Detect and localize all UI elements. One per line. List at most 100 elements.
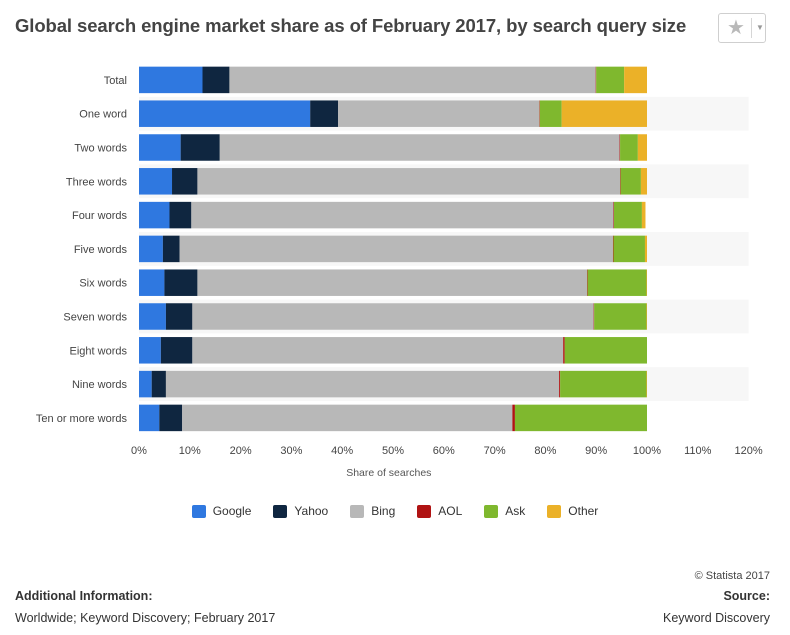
page-title: Global search engine market share as of … (15, 15, 687, 36)
category-label: Nine words (72, 379, 128, 391)
legend-label: Bing (371, 504, 396, 518)
bar-segment-google (139, 201, 170, 229)
bar-segment-yahoo (165, 303, 193, 330)
bar-segment-aol (620, 168, 621, 195)
bar-segment-bing (182, 404, 513, 432)
bar-segment-bing (165, 370, 560, 398)
x-tick-label: 120% (735, 445, 763, 457)
bar-segment-aol (595, 66, 597, 94)
bar-segment-bing (191, 201, 614, 229)
source-label: Source: (723, 589, 770, 603)
bar-segment-ask (564, 337, 647, 364)
legend-label: AOL (438, 504, 463, 518)
bar-segment-google (139, 303, 166, 330)
bar-segment-ask (539, 100, 562, 127)
x-tick-label: 0% (131, 445, 147, 457)
category-label: Three words (66, 176, 128, 188)
bar-segment-bing (219, 134, 620, 161)
bar-segment-other (561, 100, 647, 127)
legend-item-yahoo[interactable]: Yahoo (273, 502, 328, 520)
bar-segment-ask (594, 303, 647, 330)
legend-label: Other (568, 504, 599, 518)
button-divider (751, 18, 752, 38)
legend-swatch (484, 504, 499, 518)
bar-segment-yahoo (180, 134, 220, 161)
bar-segment-google (139, 134, 181, 161)
bar-segment-yahoo (159, 404, 183, 432)
bar-segment-google (139, 235, 163, 263)
category-label: Five words (74, 244, 128, 256)
category-label: Six words (79, 278, 127, 290)
category-label: Two words (74, 143, 127, 155)
bar-segment-other (624, 66, 647, 94)
legend-swatch (350, 504, 365, 518)
legend-swatch (547, 504, 562, 518)
legend-swatch (191, 504, 206, 518)
bar-segment-other (646, 269, 647, 296)
legend-item-ask[interactable]: Ask (484, 502, 525, 520)
bar-segment-yahoo (202, 66, 230, 94)
legend-label: Yahoo (294, 504, 329, 518)
bar-segment-bing (192, 337, 564, 364)
legend-item-bing[interactable]: Bing (350, 502, 395, 520)
bar-segment-aol (587, 269, 588, 296)
bar-segment-yahoo (172, 168, 198, 195)
bar-segment-aol (559, 370, 561, 398)
legend-label: Google (212, 504, 252, 518)
bar-segment-google (139, 269, 165, 296)
category-label: Four words (72, 210, 128, 222)
bar-segment-ask (620, 168, 641, 195)
bar-segment-aol (512, 404, 515, 432)
bar-segment-other (646, 370, 647, 398)
bar-segment-yahoo (169, 201, 192, 229)
bar-segment-google (139, 66, 203, 94)
bar-segment-other (637, 134, 647, 161)
x-tick-label: 100% (633, 445, 661, 457)
bar-segment-bing (338, 100, 540, 127)
bar-segment-bing (197, 269, 588, 296)
legend-label: Ask (505, 504, 526, 518)
bar-segment-ask (613, 235, 645, 263)
bar-segment-yahoo (151, 370, 166, 398)
x-tick-label: 40% (331, 445, 353, 457)
bar-segment-ask (620, 134, 638, 161)
legend-item-other[interactable]: Other (547, 502, 598, 520)
x-tick-label: 10% (179, 445, 201, 457)
bar-segment-bing (197, 168, 621, 195)
bar-segment-other (641, 201, 646, 229)
bar-segment-yahoo (162, 235, 180, 263)
category-label: Seven words (63, 312, 127, 324)
chevron-down-icon[interactable]: ▼ (756, 23, 764, 32)
bar-segment-aol (593, 303, 595, 330)
bar-segment-bing (192, 303, 594, 330)
legend-item-google[interactable]: Google (191, 502, 252, 520)
bar-segment-aol (619, 134, 621, 161)
bar-segment-google (139, 370, 152, 398)
bar-segment-aol (539, 100, 540, 127)
bar-segment-ask (587, 269, 647, 296)
bar-segment-google (139, 100, 311, 127)
x-tick-label: 70% (484, 445, 506, 457)
bar-segment-yahoo (310, 100, 339, 127)
bar-segment-yahoo (164, 269, 198, 296)
star-icon: ★ (727, 17, 745, 39)
category-label: Eight words (70, 345, 128, 357)
x-tick-label: 30% (280, 445, 302, 457)
legend-item-aol[interactable]: AOL (417, 502, 462, 520)
chart-legend: Google Yahoo Bing AOL Ask Other (0, 502, 790, 520)
x-tick-label: 60% (433, 445, 455, 457)
bar-segment-google (139, 404, 160, 432)
additional-info-text: Worldwide; Keyword Discovery; February 2… (15, 611, 276, 625)
favorite-button[interactable]: ★ ▼ (718, 13, 766, 43)
category-label: One word (79, 109, 127, 121)
bar-segment-google (139, 168, 173, 195)
bar-segment-other (640, 168, 647, 195)
legend-swatch (273, 504, 288, 518)
legend-swatch (417, 504, 432, 518)
additional-info-label: Additional Information: (15, 589, 153, 603)
bar-segment-ask (514, 404, 647, 432)
bar-segment-other (646, 303, 647, 330)
x-axis-title: Share of searches (346, 467, 431, 479)
bar-segment-other (644, 235, 647, 263)
bar-segment-aol (613, 201, 614, 229)
